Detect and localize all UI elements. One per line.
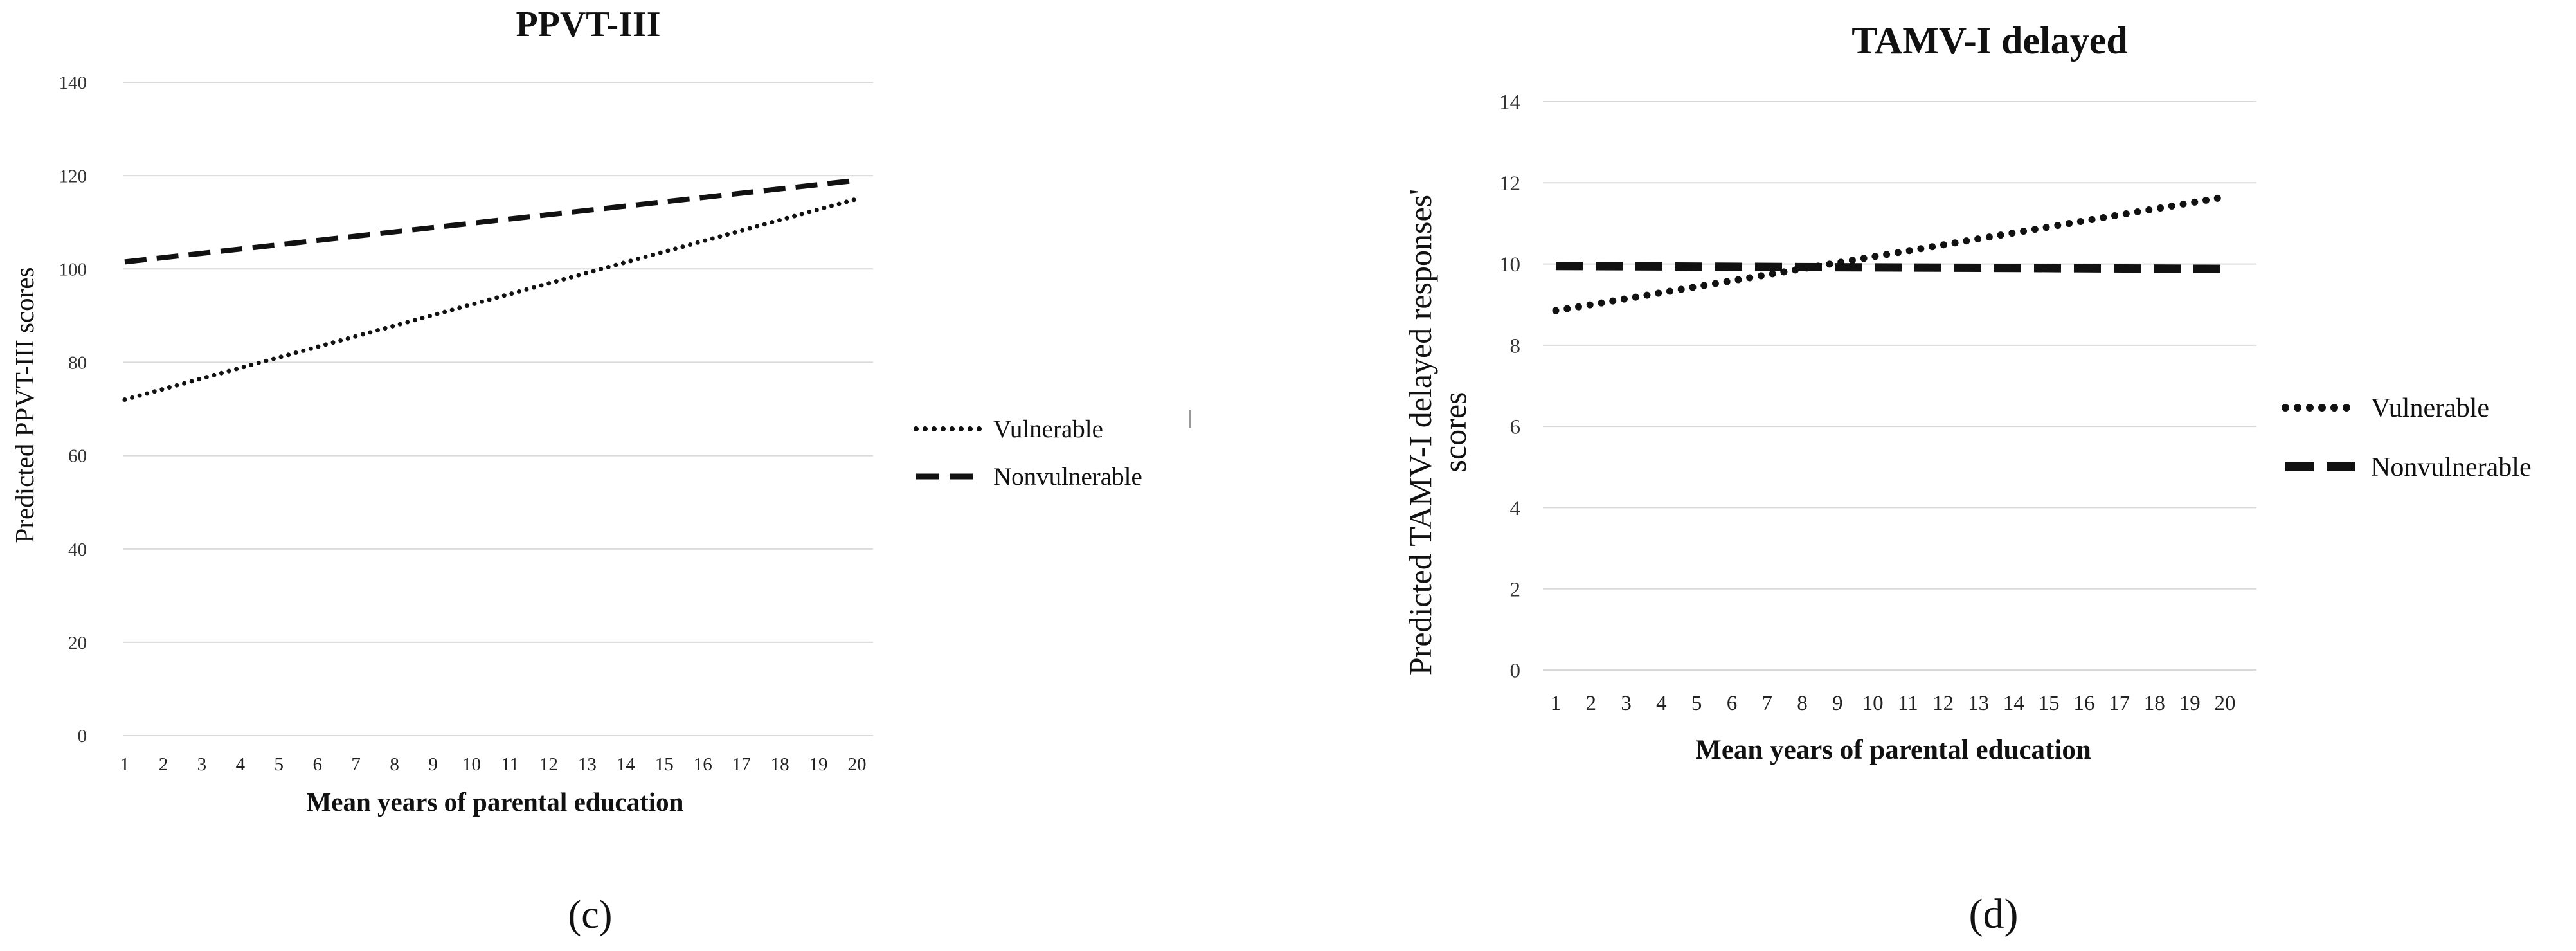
x-tick-label: 8 bbox=[390, 754, 399, 775]
y-tick-label: 40 bbox=[68, 539, 87, 560]
x-tick-label: 16 bbox=[694, 754, 712, 775]
y-tick-label: 60 bbox=[68, 446, 87, 467]
x-tick-label: 3 bbox=[197, 754, 207, 775]
x-tick-label: 8 bbox=[1797, 692, 1808, 715]
y-tick-label: 10 bbox=[1499, 253, 1520, 276]
y-axis-label-line2: scores bbox=[1437, 392, 1473, 473]
chart-title: PPVT-III bbox=[516, 5, 660, 44]
x-tick-label: 10 bbox=[462, 754, 481, 775]
x-tick-label: 7 bbox=[1761, 692, 1772, 715]
x-tick-label: 6 bbox=[1727, 692, 1738, 715]
series-line-vulnerable bbox=[1552, 193, 2229, 314]
series-line-nonvulnerable bbox=[124, 177, 858, 265]
x-tick-label: 20 bbox=[2215, 692, 2236, 715]
x-tick-label: 2 bbox=[1586, 692, 1597, 715]
x-tick-label: 10 bbox=[1862, 692, 1884, 715]
x-tick-label: 7 bbox=[351, 754, 361, 775]
x-tick-label: 11 bbox=[501, 754, 519, 775]
y-axis-label: Predicted PPVT-III scores bbox=[10, 267, 39, 543]
x-tick-label: 9 bbox=[1832, 692, 1843, 715]
x-tick-label: 17 bbox=[2109, 692, 2130, 715]
legend-label-nonvulnerable: Nonvulnerable bbox=[993, 463, 1142, 491]
chart-title: TAMV-I delayed bbox=[1851, 19, 2127, 62]
x-tick-label: 12 bbox=[1932, 692, 1954, 715]
y-tick-label: 120 bbox=[59, 166, 87, 186]
legend-label-vulnerable: Vulnerable bbox=[2371, 394, 2489, 423]
x-tick-label: 16 bbox=[2073, 692, 2094, 715]
x-tick-label: 1 bbox=[120, 754, 130, 775]
x-tick-label: 9 bbox=[428, 754, 438, 775]
x-tick-label: 20 bbox=[848, 754, 867, 775]
y-tick-label: 0 bbox=[1510, 660, 1521, 683]
y-tick-label: 2 bbox=[1510, 578, 1521, 601]
legend: Vulnerable Nonvulnerable bbox=[914, 415, 1142, 491]
x-tick-label: 14 bbox=[617, 754, 636, 775]
x-tick-label: 14 bbox=[2003, 692, 2024, 715]
x-tick-label: 5 bbox=[1691, 692, 1702, 715]
y-tick-label: 8 bbox=[1510, 334, 1521, 358]
panel-caption: (c) bbox=[568, 893, 613, 937]
y-tick-label: 0 bbox=[78, 726, 87, 747]
x-tick-label: 15 bbox=[655, 754, 674, 775]
x-tick-label: 11 bbox=[1898, 692, 1918, 715]
y-tick-label: 14 bbox=[1499, 91, 1520, 114]
x-axis-label: Mean years of parental education bbox=[307, 787, 684, 817]
y-tick-label: 12 bbox=[1499, 172, 1520, 195]
x-tick-label: 13 bbox=[1968, 692, 1989, 715]
y-tick-label: 100 bbox=[59, 259, 87, 280]
x-tick-label: 19 bbox=[809, 754, 828, 775]
legend-label-vulnerable: Vulnerable bbox=[993, 415, 1103, 443]
x-tick-label: 18 bbox=[2144, 692, 2165, 715]
panel-caption: (d) bbox=[1969, 891, 2019, 937]
y-axis-label-line1: Predicted TAMV-I delayed responses' bbox=[1402, 189, 1438, 675]
legend-label-nonvulnerable: Nonvulnerable bbox=[2371, 453, 2532, 482]
x-tick-label: 17 bbox=[732, 754, 751, 775]
x-tick-label: 6 bbox=[312, 754, 322, 775]
x-tick-label: 1 bbox=[1551, 692, 1562, 715]
x-tick-label: 5 bbox=[275, 754, 284, 775]
y-tick-label: 140 bbox=[59, 73, 87, 93]
x-tick-label: 4 bbox=[1656, 692, 1667, 715]
y-tick-label: 4 bbox=[1510, 497, 1521, 520]
x-tick-label: 13 bbox=[578, 754, 597, 775]
x-tick-label: 2 bbox=[159, 754, 168, 775]
y-tick-label: 6 bbox=[1510, 416, 1521, 439]
x-tick-label: 12 bbox=[539, 754, 558, 775]
y-tick-label: 20 bbox=[68, 633, 87, 653]
series-line-nonvulnerable bbox=[1555, 262, 2226, 273]
x-tick-label: 19 bbox=[2179, 692, 2201, 715]
legend: Vulnerable Nonvulnerable bbox=[2282, 394, 2532, 482]
series-line-vulnerable bbox=[122, 196, 860, 402]
x-tick-label: 15 bbox=[2039, 692, 2060, 715]
x-tick-label: 3 bbox=[1621, 692, 1632, 715]
y-tick-label: 80 bbox=[68, 353, 87, 374]
x-tick-label: 4 bbox=[236, 754, 246, 775]
x-axis-label: Mean years of parental education bbox=[1695, 735, 2091, 765]
x-tick-label: 18 bbox=[771, 754, 789, 775]
